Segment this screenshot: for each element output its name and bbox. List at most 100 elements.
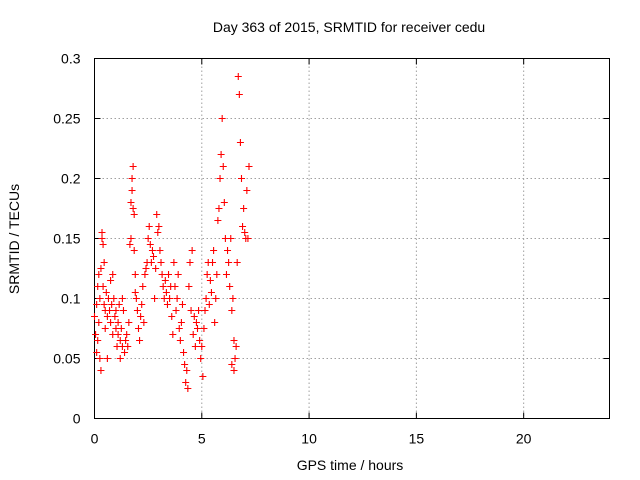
- data-point: [155, 223, 163, 230]
- data-point: [181, 361, 189, 368]
- data-point: [219, 163, 227, 170]
- data-point: [158, 271, 166, 278]
- data-point: [111, 313, 119, 320]
- data-point: [196, 337, 204, 344]
- data-point: [92, 331, 100, 338]
- data-point: [226, 283, 234, 290]
- data-point: [228, 307, 236, 314]
- data-point: [231, 355, 239, 362]
- data-point: [199, 373, 207, 380]
- data-point: [232, 343, 240, 350]
- data-point: [110, 295, 118, 302]
- data-point: [103, 355, 111, 362]
- y-tick-label: 0: [73, 411, 81, 427]
- data-point: [237, 175, 245, 182]
- data-point: [150, 253, 158, 260]
- data-point: [184, 385, 192, 392]
- data-point: [230, 337, 238, 344]
- data-point: [116, 355, 124, 362]
- data-point: [185, 283, 193, 290]
- scatter-points: [91, 73, 253, 392]
- data-point: [200, 325, 208, 332]
- data-point: [154, 229, 162, 236]
- data-point: [114, 319, 122, 326]
- data-point: [225, 259, 233, 266]
- data-point: [107, 319, 115, 326]
- data-point: [96, 295, 104, 302]
- data-point: [97, 265, 105, 272]
- data-point: [197, 355, 205, 362]
- data-point: [127, 235, 135, 242]
- y-tick-label: 0.1: [61, 291, 81, 307]
- data-point: [156, 247, 164, 254]
- y-axis-title: SRMTID / TECUs: [6, 184, 22, 294]
- data-point: [220, 199, 228, 206]
- data-point: [206, 277, 214, 284]
- data-point: [109, 271, 117, 278]
- data-point: [230, 367, 238, 374]
- data-point: [119, 307, 127, 314]
- data-point: [213, 271, 221, 278]
- data-point: [93, 301, 101, 308]
- data-point: [192, 319, 200, 326]
- data-point: [229, 295, 237, 302]
- data-point: [216, 175, 224, 182]
- data-point: [157, 259, 165, 266]
- data-point: [103, 313, 111, 320]
- data-point: [188, 247, 196, 254]
- data-point: [202, 295, 210, 302]
- data-point: [239, 223, 247, 230]
- data-point: [140, 319, 148, 326]
- data-point: [233, 259, 241, 266]
- data-point: [169, 331, 177, 338]
- data-point: [163, 301, 171, 308]
- data-point: [95, 271, 103, 278]
- data-point: [183, 367, 191, 374]
- data-point: [128, 187, 136, 194]
- chart-title: Day 363 of 2015, SRMTID for receiver ced…: [213, 19, 485, 35]
- data-point: [175, 325, 183, 332]
- data-point: [136, 337, 144, 344]
- data-point: [121, 349, 129, 356]
- data-point: [165, 271, 173, 278]
- data-point: [186, 259, 194, 266]
- data-point: [129, 205, 137, 212]
- data-point: [144, 235, 152, 242]
- y-tick-label: 0.25: [53, 111, 80, 127]
- data-point: [214, 217, 222, 224]
- data-point: [91, 313, 98, 320]
- x-tick-label: 15: [409, 431, 425, 447]
- data-point: [224, 247, 232, 254]
- data-point: [172, 307, 180, 314]
- data-point: [133, 307, 141, 314]
- x-tick-labels: 0 5 10 15 20: [91, 431, 532, 447]
- data-point: [222, 271, 230, 278]
- data-point: [153, 211, 161, 218]
- data-point: [129, 163, 137, 170]
- data-point: [99, 241, 107, 248]
- data-point: [148, 247, 156, 254]
- data-point: [134, 325, 142, 332]
- data-point: [118, 295, 126, 302]
- data-point: [166, 295, 174, 302]
- data-point: [125, 319, 133, 326]
- y-tick-label: 0.3: [61, 51, 81, 67]
- data-point: [195, 307, 203, 314]
- data-point: [215, 205, 223, 212]
- data-point: [146, 241, 154, 248]
- data-point: [142, 265, 150, 272]
- y-tick-labels: 0 0.05 0.1 0.15 0.2 0.25 0.3: [53, 51, 80, 427]
- data-point: [106, 307, 114, 314]
- data-point: [198, 343, 206, 350]
- data-point: [161, 277, 169, 284]
- data-point: [122, 337, 130, 344]
- data-point: [189, 331, 197, 338]
- data-point: [114, 331, 122, 338]
- data-point: [108, 301, 116, 308]
- data-point: [138, 301, 146, 308]
- data-point: [100, 259, 108, 266]
- data-point: [128, 175, 136, 182]
- data-point: [96, 355, 104, 362]
- data-point: [190, 313, 198, 320]
- data-point: [243, 187, 251, 194]
